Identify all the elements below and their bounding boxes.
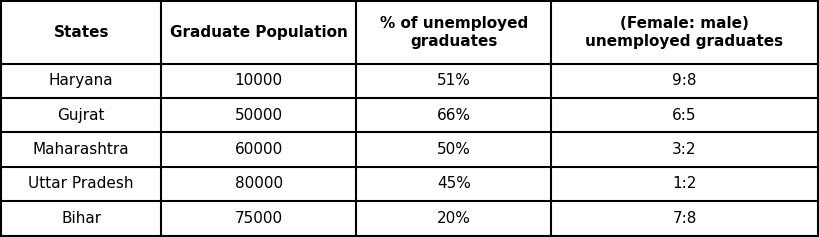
Text: Haryana: Haryana	[49, 73, 114, 88]
Text: 9:8: 9:8	[672, 73, 697, 88]
Text: Graduate Population: Graduate Population	[170, 25, 347, 40]
Text: Bihar: Bihar	[61, 211, 102, 226]
Text: 51%: 51%	[437, 73, 471, 88]
Text: Uttar Pradesh: Uttar Pradesh	[29, 177, 134, 191]
Text: 75000: 75000	[234, 211, 283, 226]
Text: 6:5: 6:5	[672, 108, 697, 123]
Text: 45%: 45%	[437, 177, 471, 191]
Text: 80000: 80000	[234, 177, 283, 191]
Text: % of unemployed
graduates: % of unemployed graduates	[380, 16, 528, 49]
Text: 60000: 60000	[234, 142, 283, 157]
Text: 20%: 20%	[437, 211, 471, 226]
Text: Gujrat: Gujrat	[57, 108, 105, 123]
Text: 10000: 10000	[234, 73, 283, 88]
Text: Maharashtra: Maharashtra	[33, 142, 129, 157]
Text: States: States	[53, 25, 109, 40]
Text: 1:2: 1:2	[672, 177, 697, 191]
Text: 7:8: 7:8	[672, 211, 697, 226]
Text: (Female: male)
unemployed graduates: (Female: male) unemployed graduates	[586, 16, 784, 49]
Text: 50000: 50000	[234, 108, 283, 123]
Text: 66%: 66%	[437, 108, 471, 123]
Text: 3:2: 3:2	[672, 142, 697, 157]
Text: 50%: 50%	[437, 142, 471, 157]
